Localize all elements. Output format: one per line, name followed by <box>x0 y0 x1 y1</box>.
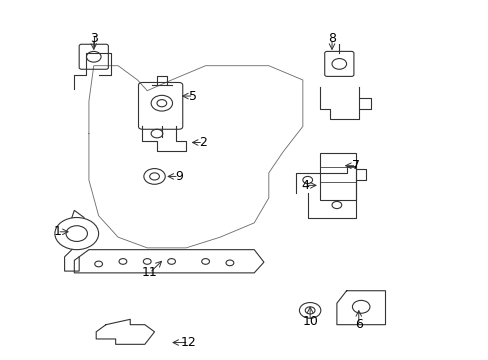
Text: 2: 2 <box>199 136 207 149</box>
Text: 6: 6 <box>354 318 362 331</box>
Text: 11: 11 <box>142 266 157 279</box>
Text: 7: 7 <box>352 159 360 172</box>
Text: 8: 8 <box>327 32 335 45</box>
Text: 9: 9 <box>175 170 183 183</box>
Text: 12: 12 <box>181 336 196 349</box>
Text: 10: 10 <box>302 315 317 328</box>
Text: 3: 3 <box>90 32 98 45</box>
Text: 1: 1 <box>53 225 61 238</box>
Text: 5: 5 <box>189 90 197 103</box>
Text: 4: 4 <box>301 179 308 192</box>
